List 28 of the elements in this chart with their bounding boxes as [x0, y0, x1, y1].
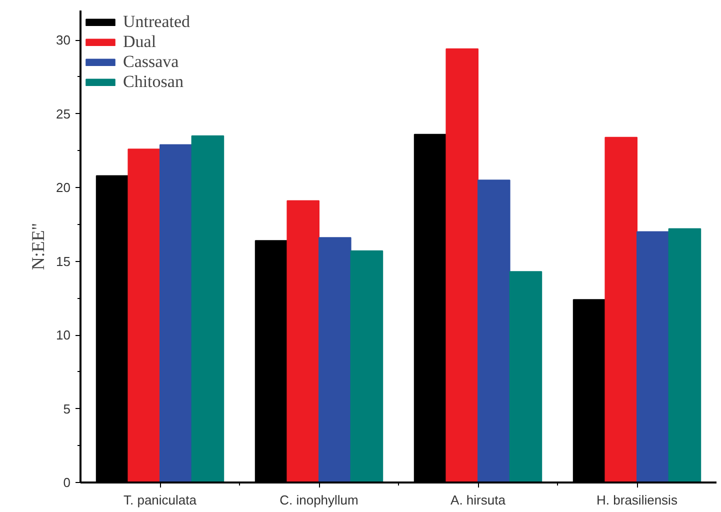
legend-label: Untreated	[123, 12, 190, 32]
x-tick-label: A. hirsuta	[450, 492, 506, 508]
bar	[668, 228, 702, 482]
bar	[446, 48, 478, 482]
y-tick-label: 5	[63, 401, 71, 416]
x-tick-label: C. inophyllum	[280, 492, 358, 508]
y-tick-label: 0	[63, 475, 71, 490]
bar	[128, 148, 160, 482]
y-tick-label: 20	[56, 180, 71, 195]
y-tick-label: 25	[56, 106, 71, 122]
legend-label: Dual	[123, 32, 156, 52]
bar	[604, 136, 638, 482]
legend-label: Chitosan	[123, 72, 184, 92]
bar	[160, 144, 192, 482]
x-tick-label: T. paniculata	[124, 492, 198, 508]
bar	[478, 180, 510, 482]
y-tick-label: 15	[56, 254, 71, 269]
x-tick-label: H. brasiliensis	[596, 492, 678, 508]
bar	[509, 271, 542, 482]
bar	[318, 237, 352, 482]
legend-label: Cassava	[123, 52, 179, 72]
bar	[636, 231, 670, 482]
bar	[286, 200, 320, 482]
bar	[350, 250, 384, 482]
y-tick-label: 30	[56, 32, 71, 48]
bar	[191, 135, 224, 482]
y-tick-label: 10	[56, 328, 71, 342]
y-axis-title: N:EE"	[28, 222, 48, 270]
